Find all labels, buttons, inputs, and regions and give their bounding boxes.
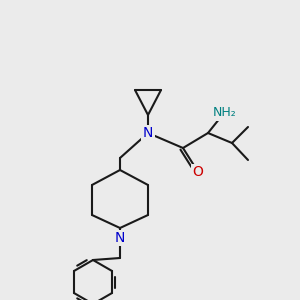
Text: O: O: [193, 165, 203, 179]
Text: NH₂: NH₂: [213, 106, 237, 119]
Text: N: N: [143, 126, 153, 140]
Text: N: N: [115, 231, 125, 245]
